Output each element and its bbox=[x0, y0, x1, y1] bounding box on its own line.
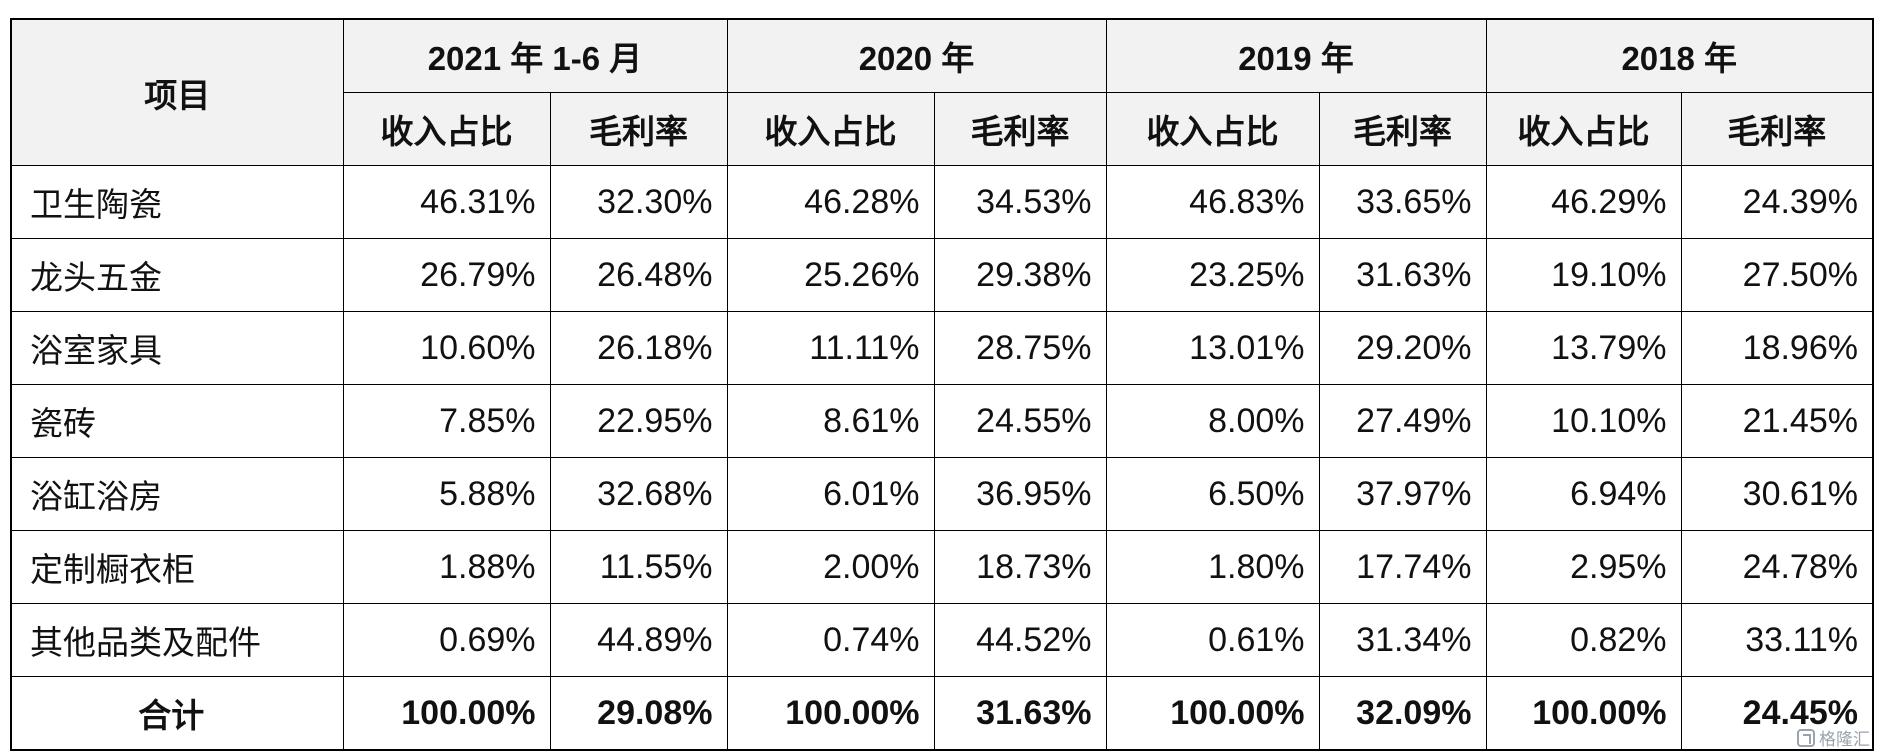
cell-value: 23.25% bbox=[1105, 238, 1320, 312]
table-row: 浴室家具 10.60% 26.18% 11.11% 28.75% 13.01% … bbox=[10, 311, 1874, 385]
revenue-margin-table: 项目 2021 年 1-6 月 2020 年 2019 年 2018 年 收入占… bbox=[10, 18, 1874, 751]
total-cell-value: 32.09% bbox=[1318, 676, 1487, 751]
watermark-logo-icon bbox=[1797, 728, 1815, 747]
row-label: 瓷砖 bbox=[10, 384, 344, 458]
cell-value: 6.94% bbox=[1485, 457, 1682, 531]
cell-value: 0.74% bbox=[726, 603, 935, 677]
cell-value: 33.11% bbox=[1680, 603, 1874, 677]
total-cell-value: 100.00% bbox=[726, 676, 935, 751]
subheader-revenue-share: 收入占比 bbox=[1105, 92, 1320, 166]
watermark-text: 格隆汇 bbox=[1819, 730, 1870, 750]
cell-value: 13.01% bbox=[1105, 311, 1320, 385]
period-header-2018: 2018 年 bbox=[1485, 18, 1874, 93]
item-column-header: 项目 bbox=[10, 18, 344, 166]
cell-value: 37.97% bbox=[1318, 457, 1487, 531]
cell-value: 46.29% bbox=[1485, 165, 1682, 239]
total-row: 合计 100.00% 29.08% 100.00% 31.63% 100.00%… bbox=[10, 676, 1874, 751]
period-header-2020: 2020 年 bbox=[726, 18, 1107, 93]
cell-value: 17.74% bbox=[1318, 530, 1487, 604]
cell-value: 44.52% bbox=[933, 603, 1107, 677]
cell-value: 46.28% bbox=[726, 165, 935, 239]
table-row: 龙头五金 26.79% 26.48% 25.26% 29.38% 23.25% … bbox=[10, 238, 1874, 312]
cell-value: 31.63% bbox=[1318, 238, 1487, 312]
cell-value: 18.73% bbox=[933, 530, 1107, 604]
total-cell-value: 100.00% bbox=[1105, 676, 1320, 751]
cell-value: 22.95% bbox=[549, 384, 728, 458]
cell-value: 8.00% bbox=[1105, 384, 1320, 458]
row-label: 浴缸浴房 bbox=[10, 457, 344, 531]
cell-value: 26.18% bbox=[549, 311, 728, 385]
cell-value: 29.38% bbox=[933, 238, 1107, 312]
cell-value: 32.68% bbox=[549, 457, 728, 531]
subheader-revenue-share: 收入占比 bbox=[342, 92, 551, 166]
cell-value: 30.61% bbox=[1680, 457, 1874, 531]
row-label: 浴室家具 bbox=[10, 311, 344, 385]
total-row-label: 合计 bbox=[10, 676, 344, 751]
total-cell-value: 100.00% bbox=[1485, 676, 1682, 751]
subheader-gross-margin: 毛利率 bbox=[933, 92, 1107, 166]
cell-value: 6.01% bbox=[726, 457, 935, 531]
row-label: 卫生陶瓷 bbox=[10, 165, 344, 239]
cell-value: 28.75% bbox=[933, 311, 1107, 385]
row-label: 龙头五金 bbox=[10, 238, 344, 312]
cell-value: 2.00% bbox=[726, 530, 935, 604]
cell-value: 11.11% bbox=[726, 311, 935, 385]
cell-value: 32.30% bbox=[549, 165, 728, 239]
cell-value: 0.82% bbox=[1485, 603, 1682, 677]
cell-value: 0.61% bbox=[1105, 603, 1320, 677]
cell-value: 13.79% bbox=[1485, 311, 1682, 385]
cell-value: 25.26% bbox=[726, 238, 935, 312]
row-label: 定制橱衣柜 bbox=[10, 530, 344, 604]
subheader-gross-margin: 毛利率 bbox=[1680, 92, 1874, 166]
cell-value: 18.96% bbox=[1680, 311, 1874, 385]
financial-table-container: 项目 2021 年 1-6 月 2020 年 2019 年 2018 年 收入占… bbox=[10, 18, 1874, 751]
cell-value: 8.61% bbox=[726, 384, 935, 458]
cell-value: 10.10% bbox=[1485, 384, 1682, 458]
cell-value: 19.10% bbox=[1485, 238, 1682, 312]
cell-value: 26.79% bbox=[342, 238, 551, 312]
cell-value: 27.49% bbox=[1318, 384, 1487, 458]
period-header-2019: 2019 年 bbox=[1105, 18, 1487, 93]
cell-value: 29.20% bbox=[1318, 311, 1487, 385]
cell-value: 5.88% bbox=[342, 457, 551, 531]
cell-value: 2.95% bbox=[1485, 530, 1682, 604]
cell-value: 11.55% bbox=[549, 530, 728, 604]
cell-value: 36.95% bbox=[933, 457, 1107, 531]
cell-value: 34.53% bbox=[933, 165, 1107, 239]
cell-value: 26.48% bbox=[549, 238, 728, 312]
cell-value: 7.85% bbox=[342, 384, 551, 458]
total-cell-value: 24.45% bbox=[1680, 676, 1874, 751]
subheader-gross-margin: 毛利率 bbox=[549, 92, 728, 166]
cell-value: 1.88% bbox=[342, 530, 551, 604]
subheader-revenue-share: 收入占比 bbox=[726, 92, 935, 166]
cell-value: 24.55% bbox=[933, 384, 1107, 458]
cell-value: 24.78% bbox=[1680, 530, 1874, 604]
table-row: 卫生陶瓷 46.31% 32.30% 46.28% 34.53% 46.83% … bbox=[10, 165, 1874, 239]
table-row: 瓷砖 7.85% 22.95% 8.61% 24.55% 8.00% 27.49… bbox=[10, 384, 1874, 458]
cell-value: 27.50% bbox=[1680, 238, 1874, 312]
table-row: 其他品类及配件 0.69% 44.89% 0.74% 44.52% 0.61% … bbox=[10, 603, 1874, 677]
table-row: 浴缸浴房 5.88% 32.68% 6.01% 36.95% 6.50% 37.… bbox=[10, 457, 1874, 531]
table-row: 定制橱衣柜 1.88% 11.55% 2.00% 18.73% 1.80% 17… bbox=[10, 530, 1874, 604]
cell-value: 44.89% bbox=[549, 603, 728, 677]
cell-value: 33.65% bbox=[1318, 165, 1487, 239]
cell-value: 6.50% bbox=[1105, 457, 1320, 531]
cell-value: 24.39% bbox=[1680, 165, 1874, 239]
cell-value: 31.34% bbox=[1318, 603, 1487, 677]
cell-value: 46.83% bbox=[1105, 165, 1320, 239]
cell-value: 0.69% bbox=[342, 603, 551, 677]
cell-value: 1.80% bbox=[1105, 530, 1320, 604]
cell-value: 10.60% bbox=[342, 311, 551, 385]
row-label: 其他品类及配件 bbox=[10, 603, 344, 677]
total-cell-value: 31.63% bbox=[933, 676, 1107, 751]
cell-value: 46.31% bbox=[342, 165, 551, 239]
watermark: 格隆汇 bbox=[1797, 725, 1870, 750]
period-header-2021h1: 2021 年 1-6 月 bbox=[342, 18, 728, 93]
total-cell-value: 100.00% bbox=[342, 676, 551, 751]
subheader-gross-margin: 毛利率 bbox=[1318, 92, 1487, 166]
total-cell-value: 29.08% bbox=[549, 676, 728, 751]
cell-value: 21.45% bbox=[1680, 384, 1874, 458]
subheader-revenue-share: 收入占比 bbox=[1485, 92, 1682, 166]
